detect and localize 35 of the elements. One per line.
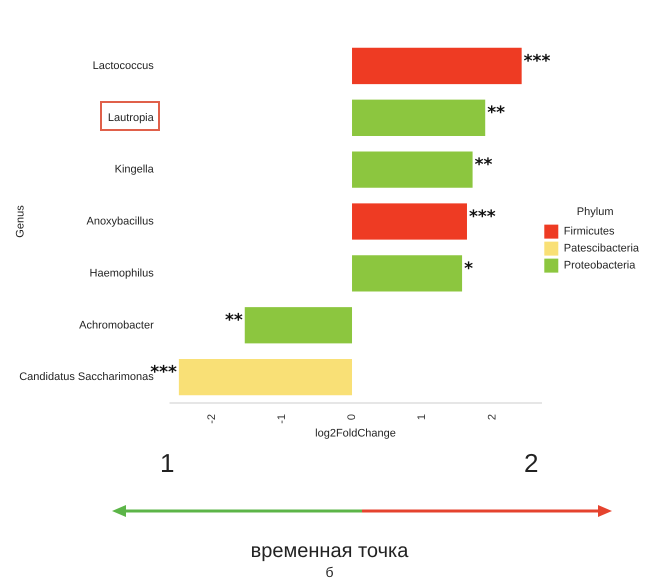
bar [352,152,473,188]
x-tick-label: 1 [416,414,428,420]
y-tick-label: Anoxybacillus [86,216,154,228]
text: временная точка [250,540,410,563]
legend-label: Proteobacteria [564,260,636,272]
legend-label: Firmicutes [564,226,616,238]
text: б [324,564,335,580]
bar [178,358,352,396]
y-tick-label: Lactococcus [92,60,154,72]
legend-label: Patescibacteria [564,242,640,255]
legend-title: Phylum [576,206,614,218]
bar [352,255,462,292]
annotation: ** [474,155,492,176]
text: 2 [524,448,538,479]
bar [244,307,352,344]
y-tick-label: Candidatus Saccharimonas [19,371,154,384]
bar [352,203,467,240]
x-axis-title: log2FoldChange [315,427,396,440]
bar [352,100,486,136]
y-tick-label: Lautropia [108,112,155,124]
y-tick-label: Achromobacter [79,319,154,332]
annotation: *** [468,206,496,227]
y-tick-label: Kingella [114,164,155,176]
text: 1 [160,448,174,479]
bar [352,48,522,84]
y-tick-label: Haemophilus [90,267,154,280]
x-tick-label: 0 [346,414,358,420]
annotation: * [464,258,474,279]
y-axis-title: Genus [14,204,27,238]
x-tick-label: -2 [206,414,218,424]
x-tick-label: -1 [276,414,288,424]
annotation: ** [487,103,506,124]
x-tick-label: 2 [486,414,498,420]
annotation: *** [524,51,550,72]
annotation: ** [224,310,243,331]
